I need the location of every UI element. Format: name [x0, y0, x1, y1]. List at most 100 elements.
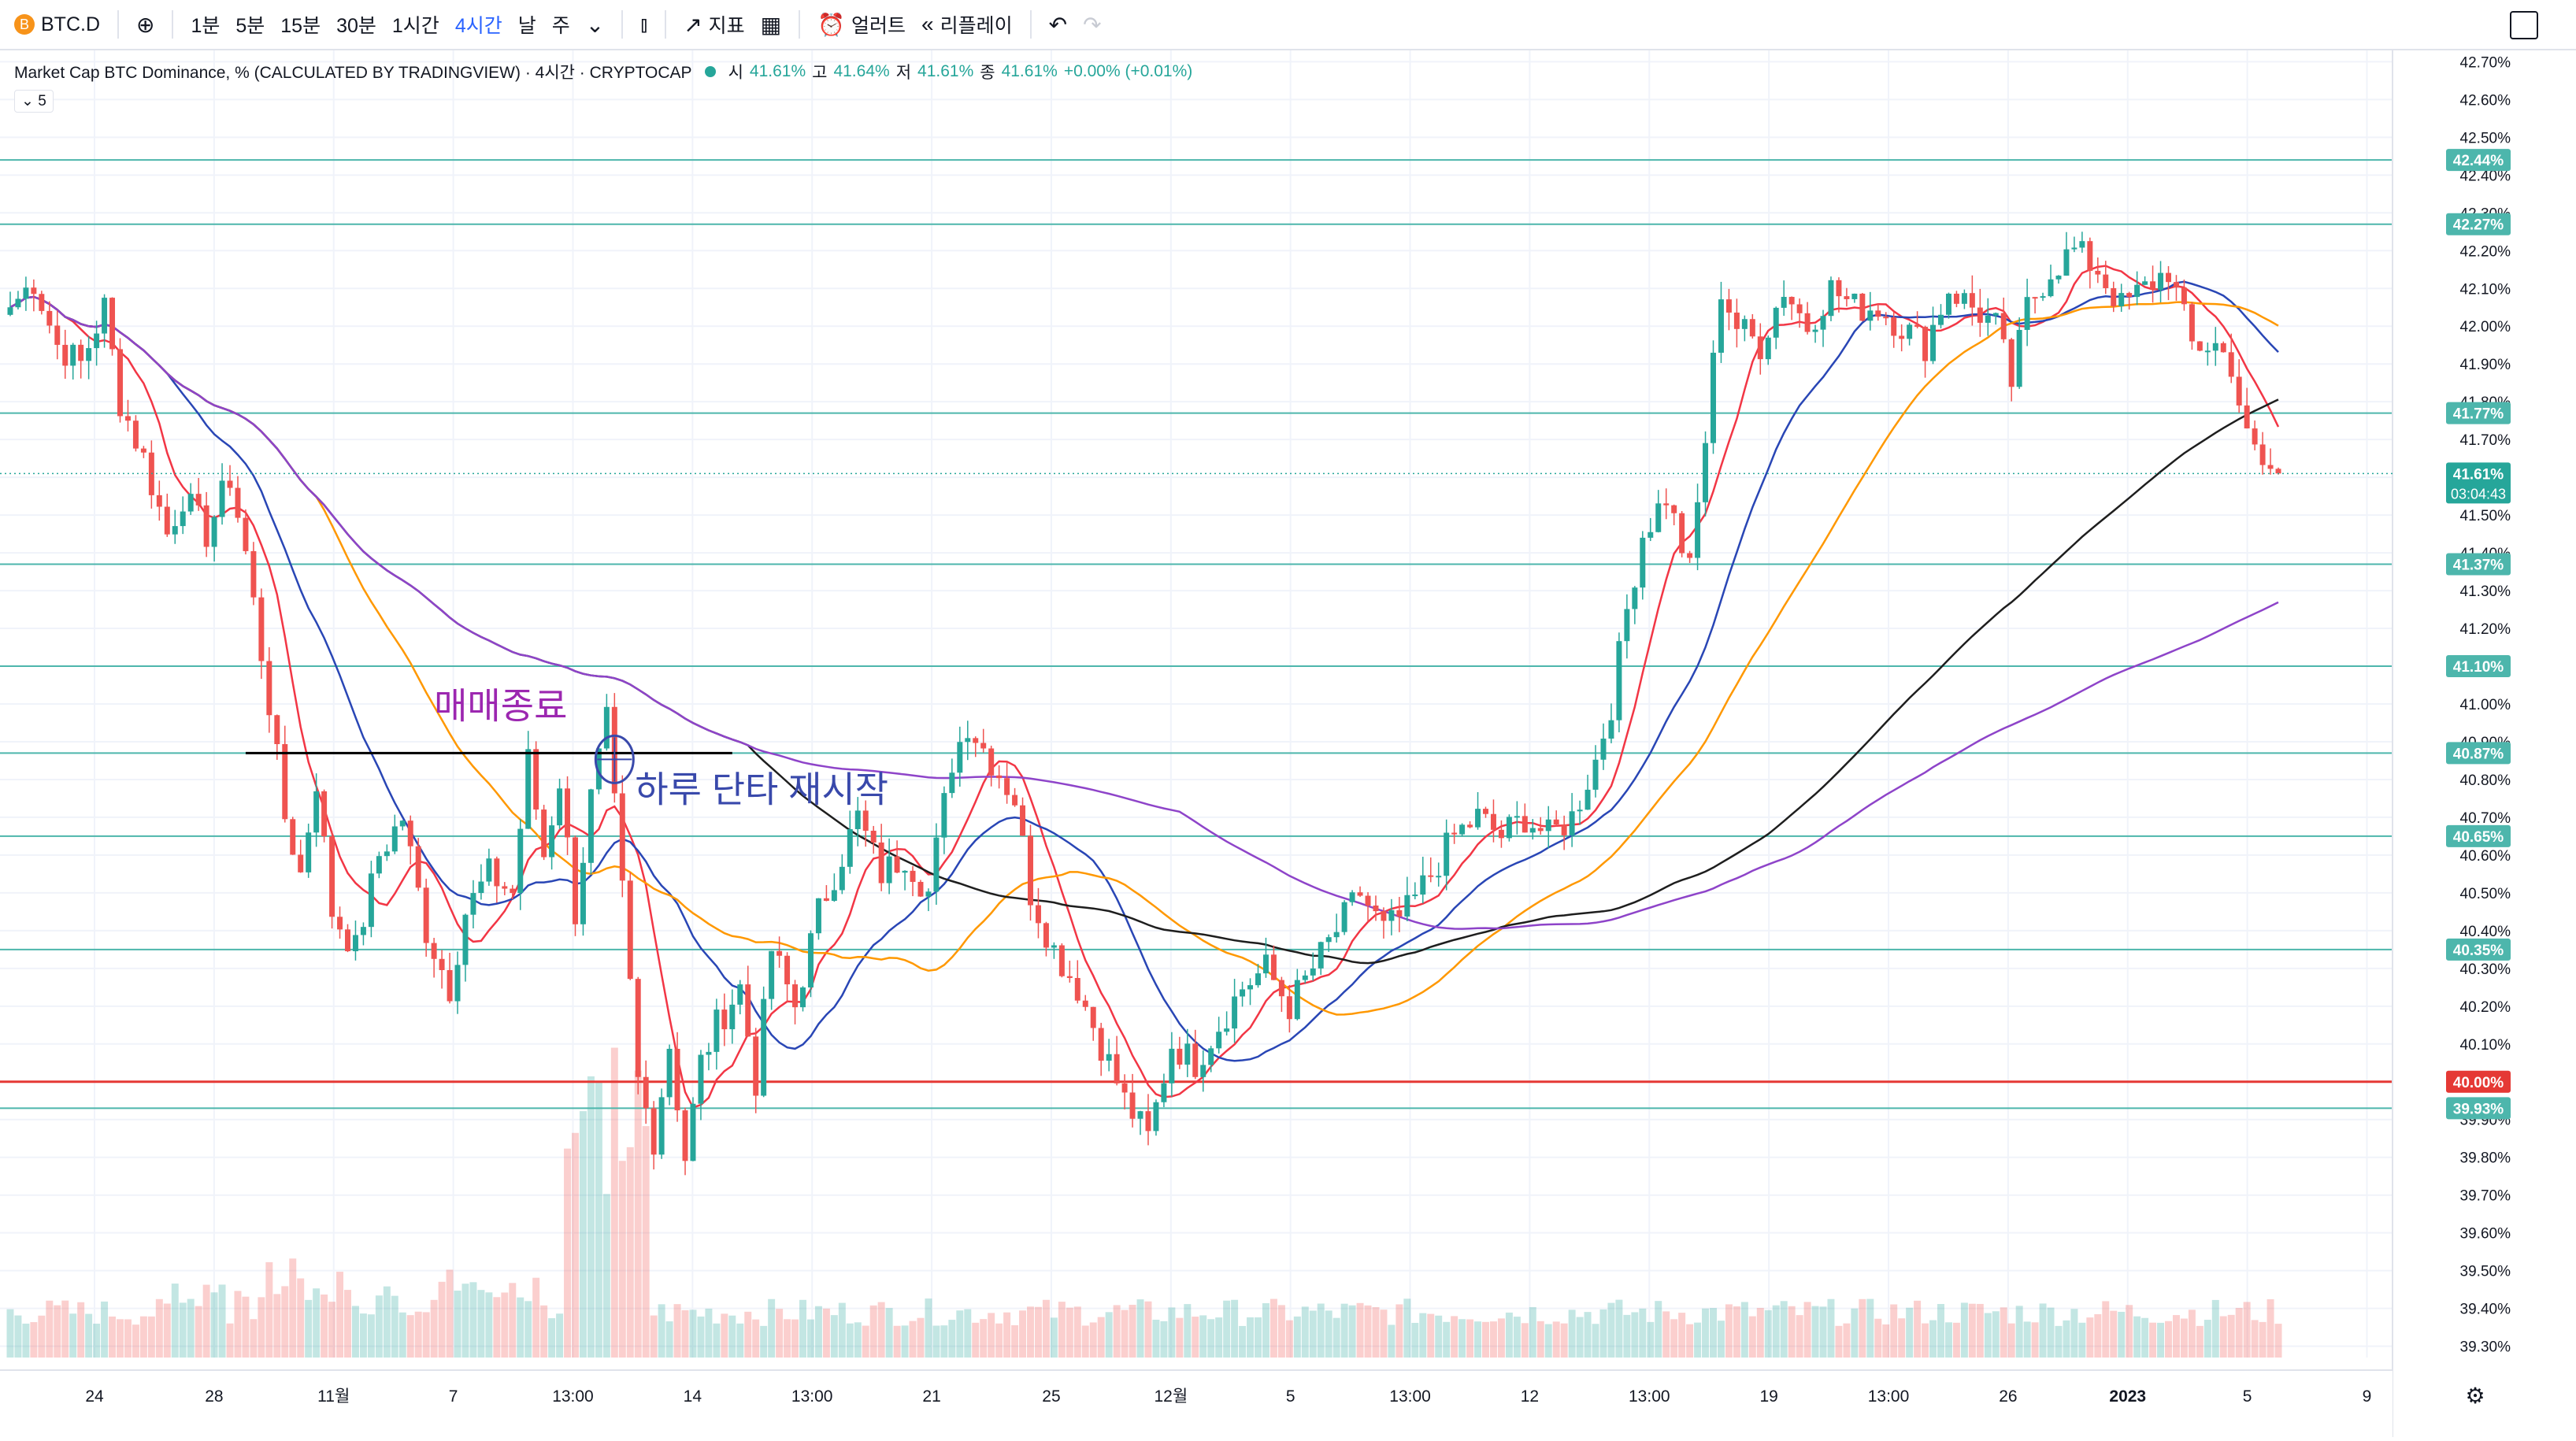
volume-bar: [1592, 1324, 1599, 1358]
candle-body: [706, 1051, 712, 1055]
volume-bar: [171, 1284, 179, 1358]
volume-bar: [485, 1292, 493, 1358]
time-tick-label: 25: [1042, 1387, 1060, 1406]
volume-bar: [109, 1316, 117, 1358]
candles: [7, 232, 2281, 1176]
change-value: +0.00% (+0.01%): [1063, 62, 1193, 80]
time-tick-label: 5: [1286, 1387, 1295, 1406]
interval-button[interactable]: 1시간: [391, 15, 439, 37]
redo-icon[interactable]: ↷: [1083, 12, 1102, 37]
interval-button[interactable]: 15분: [280, 15, 321, 37]
candle-body: [172, 526, 178, 535]
volume-bar: [1435, 1315, 1443, 1358]
candle-body: [1679, 513, 1685, 554]
volume-bar: [477, 1290, 485, 1358]
volume-bar: [446, 1269, 454, 1358]
volume-bar: [1003, 1312, 1011, 1358]
interval-button[interactable]: 주: [551, 15, 570, 37]
candle-body: [2134, 284, 2140, 298]
candle-body: [2126, 293, 2133, 298]
candle-body: [70, 344, 76, 366]
candle-body: [1302, 975, 1308, 980]
level-price-tag: 40.65%: [2453, 829, 2504, 846]
candle-body: [2181, 287, 2187, 305]
candle-body: [274, 715, 280, 744]
volume-bar: [1277, 1305, 1285, 1358]
volume-bar: [289, 1258, 297, 1358]
volume-bar: [1772, 1305, 1780, 1358]
price-tick-label: 40.80%: [2460, 772, 2511, 789]
chevron-down-icon[interactable]: ⌄: [585, 12, 605, 37]
candle-body: [1671, 505, 1677, 513]
candle-body: [439, 958, 445, 970]
chart-area[interactable]: 매매종료 하루 단타 재시작 42.70% 42.60% 42.50% 42.40% 42.…: [0, 50, 2576, 1437]
candle-body: [1577, 809, 1583, 812]
volume-bar: [602, 1194, 610, 1358]
candle-body: [965, 738, 971, 743]
candle-body: [1247, 985, 1254, 990]
compare-symbol-icon[interactable]: ⊕: [136, 12, 155, 37]
volume-bar: [2023, 1321, 2031, 1358]
volume-bar: [77, 1302, 85, 1358]
candle-body: [1365, 895, 1371, 906]
candle-body: [2158, 272, 2164, 290]
settings-gear-icon[interactable]: ⚙: [2465, 1384, 2485, 1408]
layout-grid-icon[interactable]: ▦: [760, 12, 782, 37]
candle-body: [258, 597, 265, 661]
volume-bar: [1623, 1314, 1631, 1358]
candle-body: [1765, 337, 1771, 360]
symbol-search[interactable]: B BTC.D: [6, 6, 108, 43]
price-tick-label: 42.20%: [2460, 243, 2511, 260]
high-value: 41.64%: [833, 62, 890, 80]
candle-body: [1294, 980, 1300, 1020]
indicators-button[interactable]: ↗ 지표: [676, 6, 752, 43]
volume-bar: [2007, 1323, 2015, 1358]
volume-bar: [972, 1322, 980, 1358]
volume-bar: [202, 1284, 210, 1358]
candle-body: [1341, 902, 1347, 932]
interval-button[interactable]: 날: [517, 15, 536, 37]
volume-bar: [2078, 1322, 2086, 1358]
candle-body: [761, 998, 767, 1096]
candle-body: [510, 888, 516, 894]
candle-style-icon[interactable]: ⫾: [640, 11, 648, 36]
candle-body: [1592, 759, 1599, 790]
price-tick-label: 41.70%: [2460, 432, 2511, 449]
interval-button[interactable]: 30분: [336, 15, 376, 37]
level-price-tag-bg: [2446, 742, 2511, 765]
candle-body: [1412, 895, 1418, 897]
interval-button[interactable]: 1분: [191, 15, 221, 37]
candle-body: [78, 344, 84, 361]
alert-button[interactable]: ⏰ 얼러트: [810, 6, 914, 43]
candle-body: [2267, 465, 2274, 469]
candle-body: [1451, 832, 1458, 835]
volume-bar: [430, 1299, 438, 1358]
interval-button[interactable]: 4시간: [454, 15, 502, 37]
indicator-legend-toggle[interactable]: ⌄ 5: [14, 90, 54, 113]
fullscreen-icon[interactable]: [2510, 11, 2538, 39]
volume-bar: [2259, 1321, 2267, 1358]
candle-body: [737, 984, 743, 1005]
candle-body: [769, 950, 775, 999]
time-tick-label: 12월: [1154, 1387, 1188, 1406]
level-price-tag: 40.87%: [2453, 746, 2504, 762]
candle-body: [1012, 795, 1018, 806]
replay-button[interactable]: « 리플레이: [914, 6, 1021, 43]
candle-body: [721, 1009, 728, 1030]
indicator-count: 5: [38, 93, 46, 109]
volume-bar: [1395, 1304, 1403, 1358]
candle-body: [391, 826, 398, 852]
time-tick-label: 13:00: [1629, 1387, 1670, 1406]
candle-body: [227, 480, 233, 488]
candle-body: [195, 494, 202, 506]
candle-body: [1907, 324, 1913, 339]
candle-body: [1310, 968, 1316, 976]
candle-body: [2220, 343, 2226, 353]
interval-button[interactable]: 5분: [235, 15, 265, 37]
undo-icon[interactable]: ↶: [1048, 12, 1068, 37]
level-price-tag-bg: [2446, 402, 2511, 424]
candle-body: [102, 298, 108, 334]
volume-bar: [736, 1323, 744, 1358]
candle-body: [1796, 304, 1803, 313]
